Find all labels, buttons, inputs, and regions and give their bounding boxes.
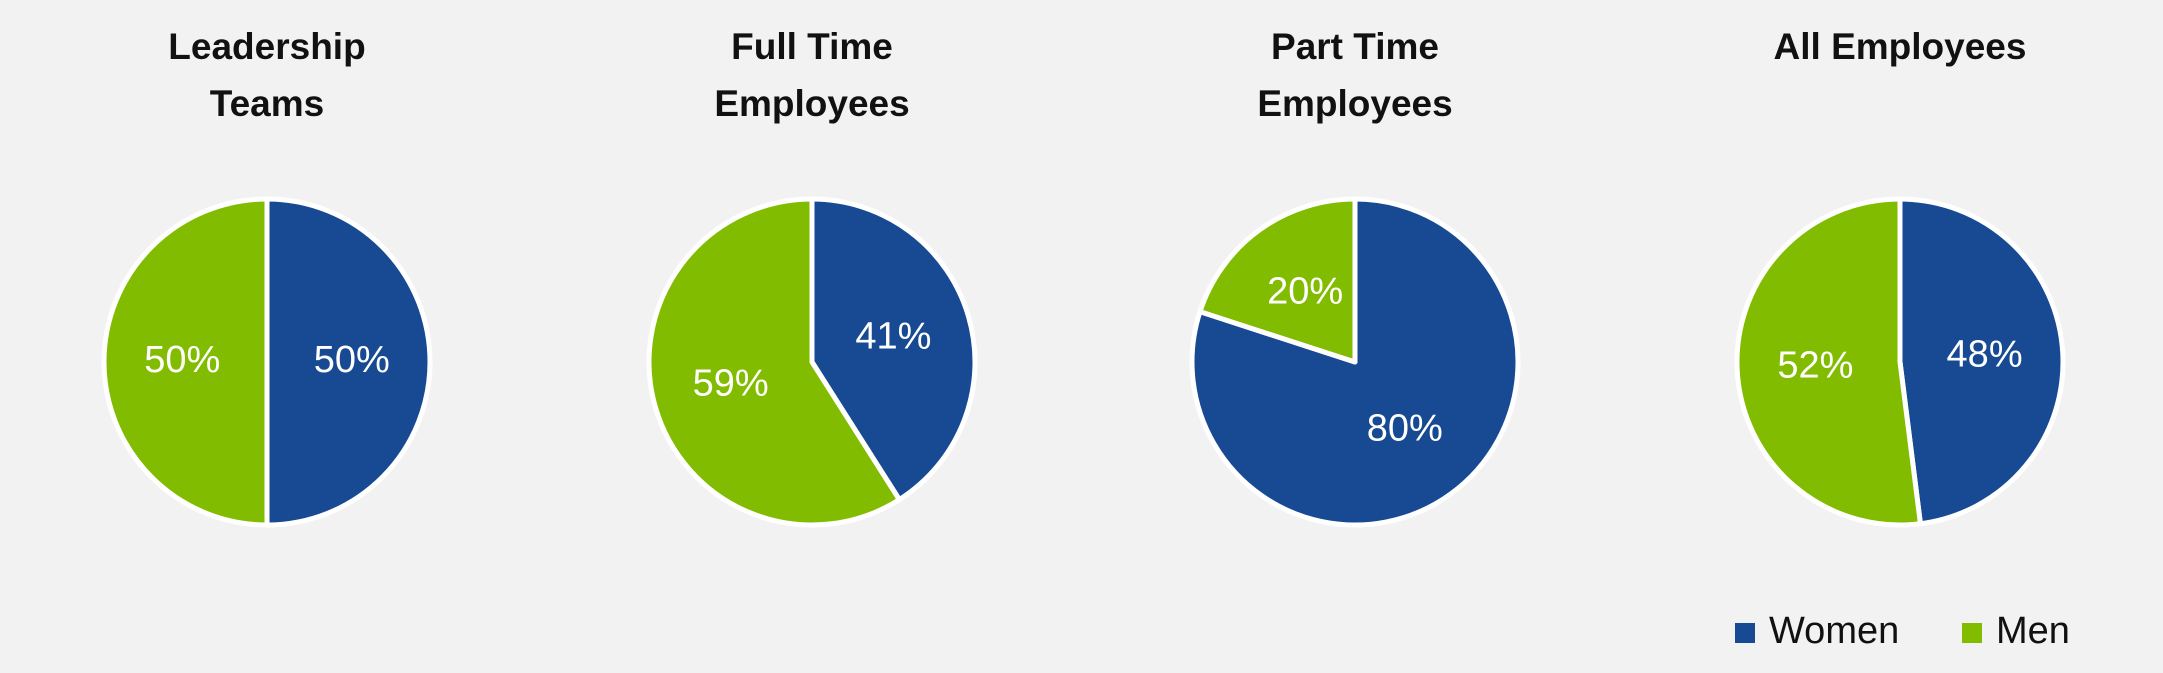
data-label: 48% xyxy=(1947,334,2023,376)
legend-label: Men xyxy=(1996,610,2070,652)
pie-slice xyxy=(101,196,270,528)
pie-slice xyxy=(1734,196,1923,528)
chart-title: Leadership Teams xyxy=(168,26,366,124)
data-label: 80% xyxy=(1367,408,1443,450)
legend-label: Women xyxy=(1769,610,1899,652)
chart-title: Full Time Employees xyxy=(714,26,910,124)
pie-slice xyxy=(264,196,433,528)
pie-slice xyxy=(1189,196,1521,528)
data-label: 50% xyxy=(314,339,390,381)
legend-swatch xyxy=(1735,623,1755,643)
data-label: 50% xyxy=(144,339,220,381)
pie-slice xyxy=(1897,196,2066,527)
pie-slice xyxy=(646,196,902,528)
chart-title: All Employees xyxy=(1773,26,2027,67)
data-label: 59% xyxy=(693,363,769,405)
pie-slice xyxy=(1197,196,1358,365)
data-label: 20% xyxy=(1267,270,1343,312)
chart-title: Part Time Employees xyxy=(1257,26,1453,124)
data-label: 41% xyxy=(855,315,931,357)
data-label: 52% xyxy=(1777,344,1853,386)
legend-swatch xyxy=(1962,623,1982,643)
